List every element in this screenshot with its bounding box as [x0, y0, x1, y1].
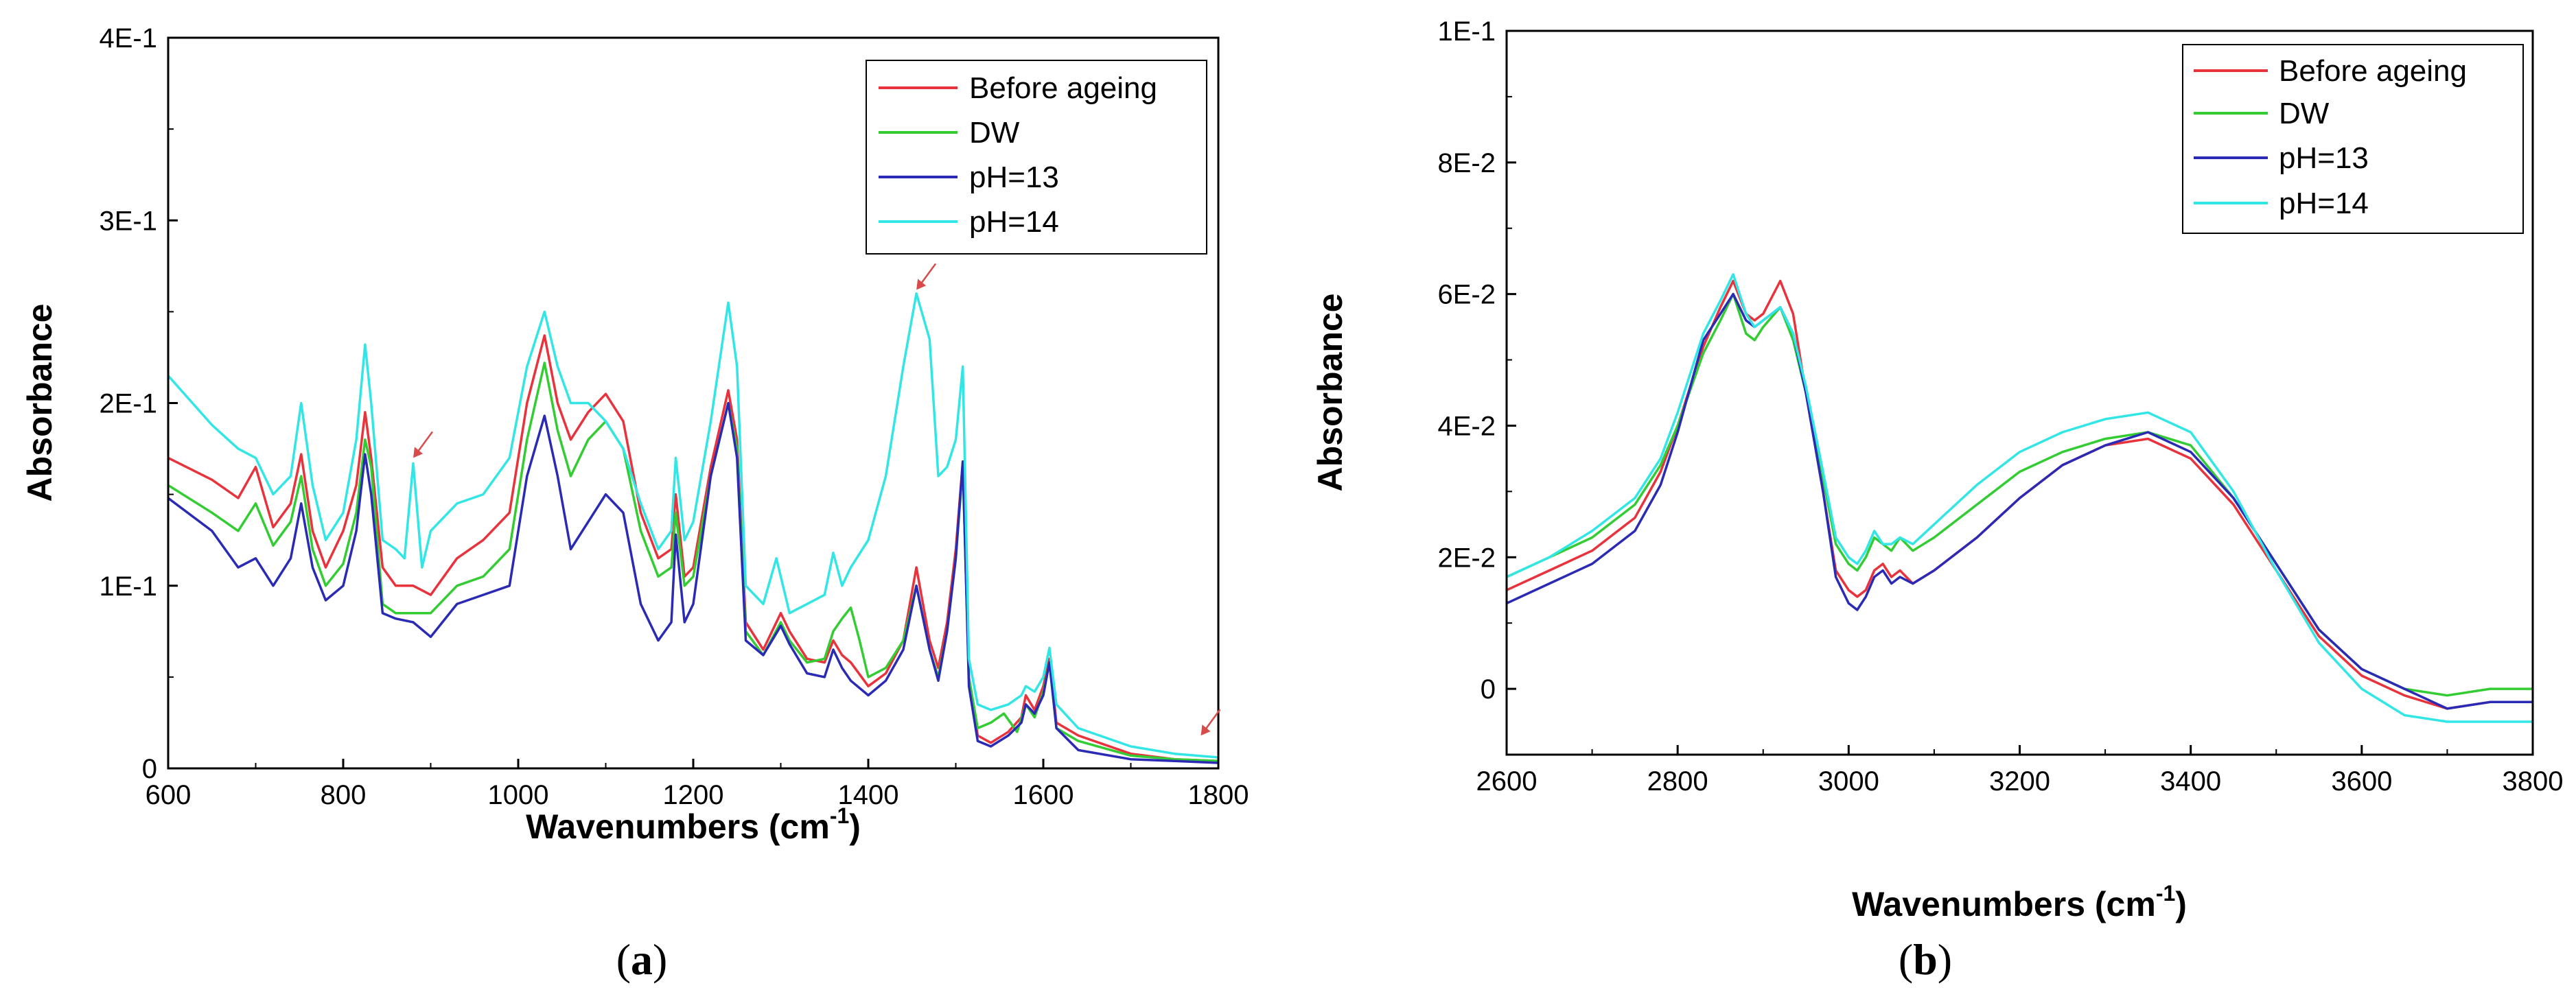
legend-a: Before ageing DW pH=13 pH=14	[866, 60, 1207, 255]
annotation-arrowhead-3	[1200, 724, 1211, 736]
legend-label-ph13-b: pH=13	[2279, 141, 2369, 175]
y-tick-label-3e-1-a: 3E-1	[100, 206, 158, 236]
legend-label-ph14-a: pH=14	[969, 205, 1059, 239]
x-tick-label-3400-b: 3400	[2160, 766, 2221, 796]
x-axis-b: 2600 2800 3000 3200 3400 3600 3800	[1476, 745, 2564, 796]
x-axis-title-text-a: Wavenumbers (cm	[526, 807, 830, 846]
x-tick-label-2600-b: 2600	[1476, 766, 1538, 796]
panel-label-b: (b)	[1899, 935, 1952, 984]
series-line-ph-14-a	[168, 292, 1218, 759]
legend-b: Before ageing DW pH=13 pH=14	[2182, 44, 2524, 234]
annotation-arrow-2	[920, 263, 937, 285]
y-tick-label-0-a: 0	[142, 754, 157, 784]
annotation-arrows-a	[413, 263, 1221, 736]
legend-label-dw-a: DW	[969, 116, 1020, 150]
panel-label-b-close: )	[1938, 935, 1952, 984]
x-axis-a: 600 800 1000 1200 1400 1600 1800	[146, 759, 1249, 810]
x-tick-label-600-a: 600	[146, 780, 192, 810]
x-axis-title-a: Wavenumbers (cm-1)	[526, 803, 861, 846]
plot-area-a	[168, 292, 1218, 764]
x-tick-label-1400-a: 1400	[838, 780, 899, 810]
panel-label-a-letter: a	[631, 935, 653, 984]
x-tick-label-2800-b: 2800	[1647, 766, 1708, 796]
series-line-before-ageing-a	[168, 334, 1218, 763]
y-axis-title-b: Absorbance	[1311, 294, 1349, 492]
x-tick-label-3200-b: 3200	[1989, 766, 2050, 796]
panel-label-b-open: (	[1899, 935, 1913, 984]
panel-label-a-close: )	[653, 935, 667, 984]
annotation-arrow-3	[1204, 709, 1221, 731]
series-line-dw-b	[1507, 292, 2533, 697]
series-line-ph-13-b	[1507, 292, 2533, 710]
panel-label-a: (a)	[616, 935, 668, 984]
chart-panel-b: 2600 2800 3000 3200 3400 3600 3800 0 2E-2 4E-2 6E…	[1311, 16, 2563, 984]
y-tick-label-2e-2-b: 2E-2	[1438, 543, 1496, 573]
y-axis-a: 0 1E-1 2E-1 3E-1 4E-1	[100, 23, 178, 784]
annotation-arrowhead-2	[916, 279, 927, 290]
x-axis-title-text-b: Wavenumbers (cm	[1852, 885, 2156, 923]
x-tick-label-1000-a: 1000	[488, 780, 549, 810]
annotation-arrowhead-1	[413, 447, 423, 458]
panel-label-a-open: (	[616, 935, 631, 984]
x-tick-label-1200-a: 1200	[663, 780, 724, 810]
y-tick-label-1e-1-a: 1E-1	[100, 571, 158, 602]
y-tick-label-8e-2-b: 8E-2	[1438, 148, 1496, 178]
x-tick-label-800-a: 800	[321, 780, 367, 810]
plot-area-b	[1507, 273, 2533, 723]
x-tick-label-3800-b: 3800	[2503, 766, 2564, 796]
x-tick-label-1800-a: 1800	[1188, 780, 1249, 810]
x-axis-title-sup-a: -1	[830, 803, 849, 828]
legend-label-ph13-a: pH=13	[969, 161, 1059, 194]
series-line-before-ageing-b	[1507, 279, 2533, 710]
y-tick-label-6e-2-b: 6E-2	[1438, 280, 1496, 310]
x-axis-title-close-b: )	[2175, 885, 2187, 923]
x-tick-label-3600-b: 3600	[2331, 766, 2392, 796]
legend-label-dw-b: DW	[2279, 97, 2330, 130]
series-line-ph-14-b	[1507, 273, 2533, 723]
x-axis-title-close-a: )	[849, 807, 861, 846]
annotation-arrow-1	[416, 431, 434, 453]
legend-label-before-ageing-a: Before ageing	[969, 71, 1157, 105]
series-line-ph-13-a	[168, 401, 1218, 764]
y-tick-label-1e-1-b: 1E-1	[1438, 16, 1496, 47]
chart-panel-a: 600 800 1000 1200 1400 1600 1800 0 1E-1 2E-1 3E-1…	[21, 23, 1249, 984]
x-axis-title-sup-b: -1	[2156, 881, 2175, 906]
panel-label-b-letter: b	[1913, 935, 1938, 984]
y-tick-label-2e-1-a: 2E-1	[100, 389, 158, 419]
y-axis-b: 0 2E-2 4E-2 6E-2 8E-2 1E-1	[1438, 16, 1516, 705]
y-tick-label-4e-1-a: 4E-1	[100, 23, 158, 54]
x-axis-title-b: Wavenumbers (cm-1)	[1852, 881, 2187, 923]
y-tick-label-4e-2-b: 4E-2	[1438, 411, 1496, 441]
x-tick-label-1600-a: 1600	[1013, 780, 1074, 810]
y-tick-label-0-b: 0	[1481, 674, 1496, 705]
legend-label-before-ageing-b: Before ageing	[2279, 54, 2467, 88]
y-axis-title-a: Absorbance	[21, 304, 59, 502]
x-tick-label-3000-b: 3000	[1818, 766, 1879, 796]
legend-label-ph14-b: pH=14	[2279, 187, 2369, 220]
